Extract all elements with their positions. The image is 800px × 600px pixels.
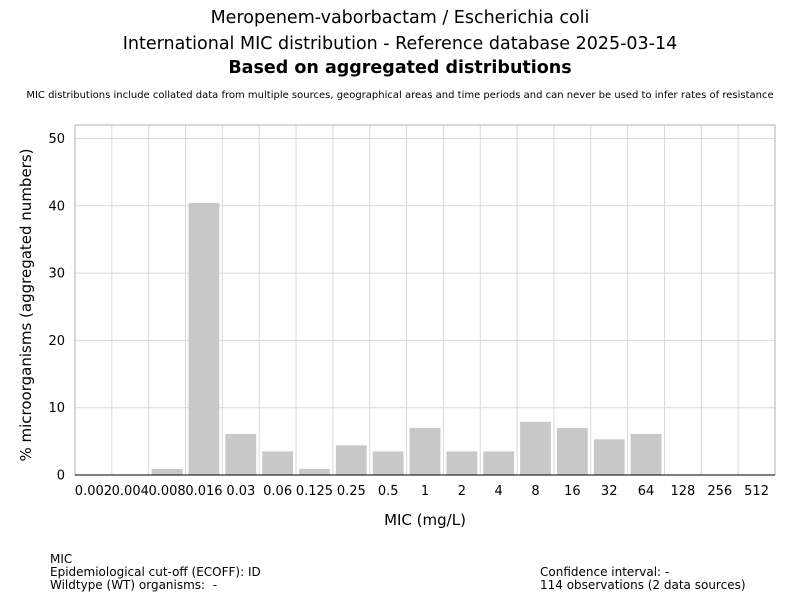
bars	[151, 203, 662, 476]
bar-0.03	[225, 433, 257, 475]
x-tick-label: 0.016	[185, 484, 222, 499]
bar-0.25	[335, 445, 367, 475]
footer-confidence: Confidence interval: -	[540, 565, 670, 579]
y-axis-label: % microorganisms (aggregated numbers)	[17, 148, 35, 461]
x-tick-label: 0.25	[337, 484, 366, 499]
y-tick-label: 20	[48, 334, 65, 349]
y-tick-label: 40	[48, 199, 65, 214]
x-tick-label: 64	[638, 484, 655, 499]
footer-observations: 114 observations (2 data sources)	[540, 578, 746, 592]
x-tick-label: 512	[744, 484, 769, 499]
bar-0.008	[151, 468, 183, 475]
chart-subtitle: International MIC distribution - Referen…	[122, 34, 678, 54]
x-tick-label: 0.5	[378, 484, 399, 499]
bar-16	[556, 427, 588, 475]
x-tick-label: 0.03	[226, 484, 255, 499]
footer-left: MIC Epidemiological cut-off (ECOFF): ID …	[50, 553, 261, 592]
x-axis-ticks: 0.002 0.004 0.008 0.016 0.03 0.06 0.125 0.25 0.5…	[75, 484, 769, 499]
x-tick-label: 0.002	[75, 484, 112, 499]
chart-subtitle-bold: Based on aggregated distributions	[228, 58, 572, 78]
grid-lines	[75, 125, 775, 476]
x-tick-label: 8	[531, 484, 539, 499]
x-tick-label: 0.008	[148, 484, 185, 499]
y-tick-label: 10	[48, 401, 65, 416]
plot-frame	[74, 124, 776, 476]
x-tick-label: 0.06	[263, 484, 292, 499]
bar-4	[483, 451, 515, 475]
x-tick-label: 4	[495, 484, 503, 499]
chart-title: Meropenem-vaborbactam / Escherichia coli	[210, 8, 590, 28]
x-tick-label: 1	[421, 484, 429, 499]
x-tick-label: 2	[458, 484, 466, 499]
bar-0.5	[372, 451, 404, 475]
bar-8	[520, 421, 551, 475]
bar-2	[446, 451, 478, 475]
footer-wildtype: Wildtype (WT) organisms: -	[50, 578, 218, 592]
y-tick-label: 0	[57, 469, 65, 484]
bar-64	[630, 433, 662, 475]
disclaimer-text: MIC distributions include collated data …	[26, 90, 774, 101]
x-tick-label: 0.125	[296, 484, 333, 499]
bar-0.016	[188, 203, 220, 476]
x-tick-label: 128	[670, 484, 695, 499]
x-axis-label: MIC (mg/L)	[384, 511, 466, 529]
bar-0.125	[299, 468, 330, 475]
footer-ecoff: Epidemiological cut-off (ECOFF): ID	[50, 565, 261, 579]
bar-0.06	[262, 451, 294, 475]
footer-mic-label: MIC	[50, 552, 73, 566]
bar-1	[409, 427, 441, 475]
footer-right: Confidence interval: - 114 observations …	[540, 566, 746, 592]
x-tick-label: 0.004	[112, 484, 149, 499]
y-tick-label: 30	[48, 267, 65, 282]
x-tick-label: 16	[564, 484, 581, 499]
y-tick-label: 50	[48, 132, 65, 147]
bar-32	[593, 439, 625, 475]
y-axis-ticks: 0 10 20 30 40 50	[48, 132, 65, 484]
x-tick-label: 32	[601, 484, 618, 499]
x-tick-label: 256	[707, 484, 732, 499]
